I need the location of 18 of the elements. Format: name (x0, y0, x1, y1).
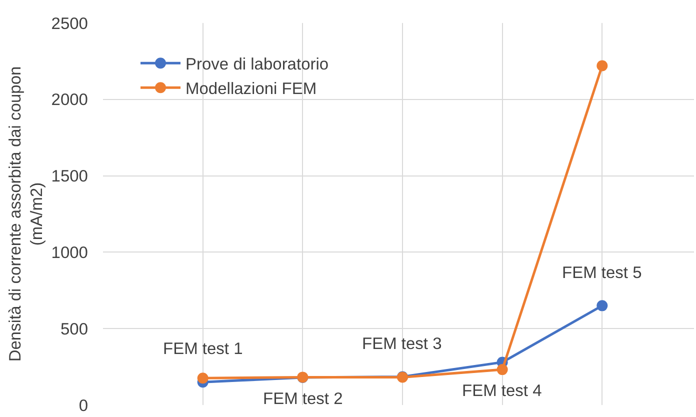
point (596, 300, 608, 312)
y-axis-title: Densità di corrente assorbita dai coupon (mA/m2) (6, 66, 46, 362)
annotation: FEM test 3 (362, 335, 442, 353)
y-tick-label: 1500 (51, 168, 88, 186)
legend-label: Modellazioni FEM (186, 80, 317, 98)
annotation: FEM test 5 (562, 264, 642, 282)
point (197, 372, 208, 384)
y-tick-label: 500 (60, 320, 88, 338)
y-tick-label: 2000 (51, 91, 88, 110)
annotation: FEM test 4 (462, 382, 542, 400)
point (496, 364, 508, 376)
annotation: FEM test 1 (163, 340, 243, 358)
y-tick-label: 2500 (51, 14, 88, 33)
legend-label: Prove di laboratorio (186, 56, 329, 74)
annotation: FEM test 2 (263, 390, 343, 408)
y-tick-label: 1000 (51, 244, 88, 262)
y-tick-label: 0 (78, 396, 88, 415)
point (596, 60, 608, 72)
